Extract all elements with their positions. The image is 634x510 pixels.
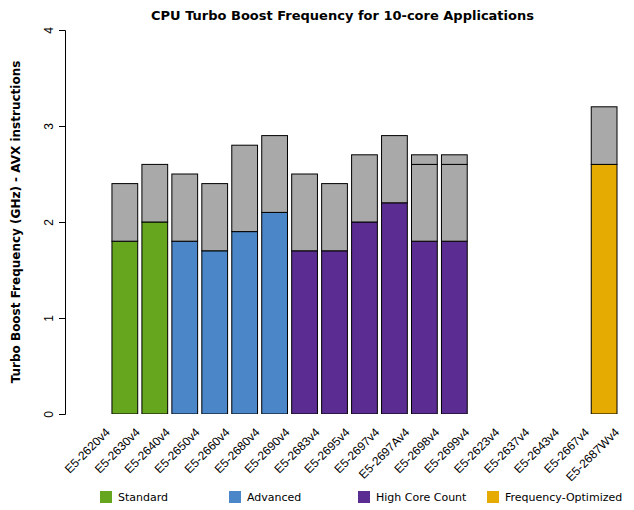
bar-segment — [441, 241, 467, 414]
chart-title: CPU Turbo Boost Frequency for 10-core Ap… — [151, 8, 534, 23]
bar-segment — [202, 251, 228, 414]
bar-segment — [322, 184, 348, 251]
y-tick: 1 — [42, 315, 65, 322]
y-tick-mark — [59, 30, 65, 31]
bar-segment — [142, 222, 168, 414]
y-axis-line — [59, 31, 66, 415]
y-tick-label: 1 — [42, 315, 56, 322]
bar-segment — [382, 203, 408, 414]
chart: 0 1 2 3 4 E5-2620v4E5-2630v4E5-2640v4E5-2650v… — [0, 0, 634, 510]
legend-label: High Core Count — [376, 491, 467, 504]
y-tick: 0 — [42, 411, 65, 418]
bar-segment — [202, 183, 228, 184]
bar-segment — [202, 184, 228, 251]
y-axis: 0 1 2 3 4 — [42, 27, 66, 418]
bar-segment — [322, 251, 348, 414]
bar-segment — [142, 164, 168, 222]
y-axis-title: Turbo Boost Frequency (GHz) - AVX instru… — [9, 61, 23, 384]
bar-segment — [262, 136, 288, 213]
y-tick-label: 3 — [42, 123, 56, 130]
bar-segment — [292, 174, 318, 251]
y-tick-mark — [59, 318, 65, 319]
bar-segment — [352, 155, 378, 222]
legend-swatch — [358, 491, 370, 503]
legend-swatch — [229, 491, 241, 503]
bar-segment — [322, 183, 348, 184]
bar-segment — [232, 232, 258, 414]
y-tick-label: 4 — [42, 27, 56, 34]
x-tick: E5-2687Wv4 — [563, 425, 622, 484]
y-tick-mark — [59, 126, 65, 127]
bar-segment — [352, 222, 378, 414]
y-tick-mark — [59, 222, 65, 223]
bar-segment — [352, 154, 378, 155]
bar-segment — [112, 241, 138, 414]
x-axis: E5-2620v4E5-2630v4E5-2640v4E5-2650v4E5-2… — [62, 425, 622, 484]
y-tick-label: 2 — [42, 219, 56, 226]
bar-segment — [172, 241, 198, 414]
bar-segment — [591, 107, 617, 165]
legend-item: Advanced — [229, 491, 301, 504]
legend: Standard Advanced High Core Count Frequency… — [100, 491, 622, 504]
bar-segment — [441, 164, 467, 241]
bar-segment — [591, 164, 617, 414]
y-tick-label: 0 — [42, 411, 56, 418]
bar-segment — [382, 136, 408, 203]
y-tick: 4 — [42, 27, 65, 34]
y-tick: 2 — [42, 219, 65, 226]
y-tick: 3 — [42, 123, 65, 130]
bars — [112, 107, 617, 414]
bar-segment — [232, 145, 258, 231]
legend-swatch — [100, 491, 112, 503]
y-tick-mark — [59, 414, 65, 415]
bar-segment — [441, 155, 467, 165]
bar-segment — [112, 184, 138, 242]
legend-swatch — [487, 491, 499, 503]
plot-area: 0 1 2 3 4 E5-2620v4E5-2630v4E5-2640v4E5-2650v… — [42, 27, 622, 484]
bar-segment — [262, 135, 288, 136]
bar-segment — [412, 241, 438, 414]
legend-label: Advanced — [247, 491, 301, 504]
x-tick-label: E5-2687Wv4 — [563, 425, 622, 484]
legend-item: High Core Count — [358, 491, 467, 504]
bar-segment — [412, 164, 438, 241]
bar-segment — [262, 212, 288, 414]
bar-segment — [382, 135, 408, 136]
legend-label: Frequency-Optimized — [505, 491, 622, 504]
legend-item: Frequency-Optimized — [487, 491, 622, 504]
bar-segment — [292, 251, 318, 414]
bar-segment — [412, 155, 438, 165]
bar-segment — [172, 174, 198, 241]
legend-label: Standard — [118, 491, 168, 504]
legend-item: Standard — [100, 491, 168, 504]
